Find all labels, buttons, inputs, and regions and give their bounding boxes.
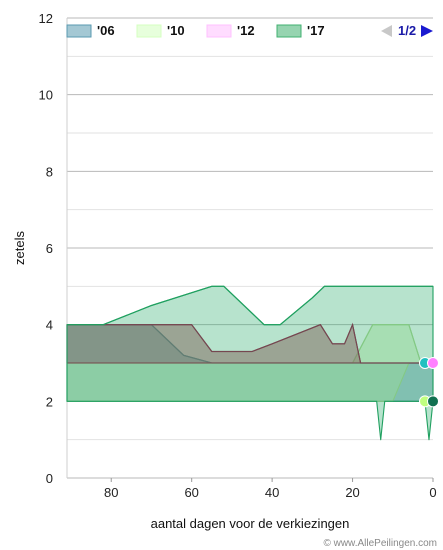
x-axis-ticks: 80 60 40 20 0 xyxy=(104,478,437,500)
y-tick-label: 8 xyxy=(46,164,53,179)
y-tick-label: 6 xyxy=(46,241,53,256)
x-tick-label: 40 xyxy=(265,485,279,500)
y-tick-label: 2 xyxy=(46,394,53,409)
legend-label: '12 xyxy=(237,23,255,38)
legend-swatch xyxy=(136,24,162,38)
series-upper-line-4 xyxy=(67,285,433,326)
legend-swatch xyxy=(276,24,302,38)
pagination: 1/2 xyxy=(381,23,433,38)
y-tick-label: 10 xyxy=(39,88,53,103)
endpoint-marker xyxy=(427,395,439,408)
previous-page-arrow-icon[interactable] xyxy=(381,25,392,37)
page-indicator: 1/2 xyxy=(398,23,416,38)
series-upper-line-3 xyxy=(67,322,433,364)
y-tick-label: 4 xyxy=(46,318,53,333)
legend-label: '06 xyxy=(97,23,115,38)
y-axis-ticks: 0 2 4 6 8 10 12 xyxy=(39,11,53,486)
y-axis-label: zetels xyxy=(12,231,27,265)
legend-label: '17 xyxy=(307,23,325,38)
credit: © www.AllePeilingen.com xyxy=(323,538,437,549)
next-page-arrow-icon[interactable] xyxy=(421,25,433,37)
series-areas xyxy=(66,285,434,441)
endpoint-marker xyxy=(427,357,439,369)
series-endpoints xyxy=(419,357,439,408)
legend: '06 '10 '12 '17 xyxy=(66,23,325,38)
x-tick-label: 20 xyxy=(345,485,359,500)
x-tick-label: 60 xyxy=(184,485,198,500)
legend-swatch xyxy=(66,24,92,38)
legend-label: '10 xyxy=(167,23,185,38)
y-tick-label: 12 xyxy=(39,11,53,26)
legend-entry[interactable]: '17 xyxy=(276,23,325,38)
legend-swatch xyxy=(206,24,232,38)
legend-entry[interactable]: '12 xyxy=(206,23,255,38)
y-tick-label: 0 xyxy=(46,471,53,486)
x-tick-label: 80 xyxy=(104,485,118,500)
series-area-4 xyxy=(66,285,434,441)
x-tick-label: 0 xyxy=(429,485,436,500)
x-axis-label: aantal dagen voor de verkiezingen xyxy=(151,516,350,531)
legend-entry[interactable]: '10 xyxy=(136,23,185,38)
legend-entry[interactable]: '06 xyxy=(66,23,115,38)
